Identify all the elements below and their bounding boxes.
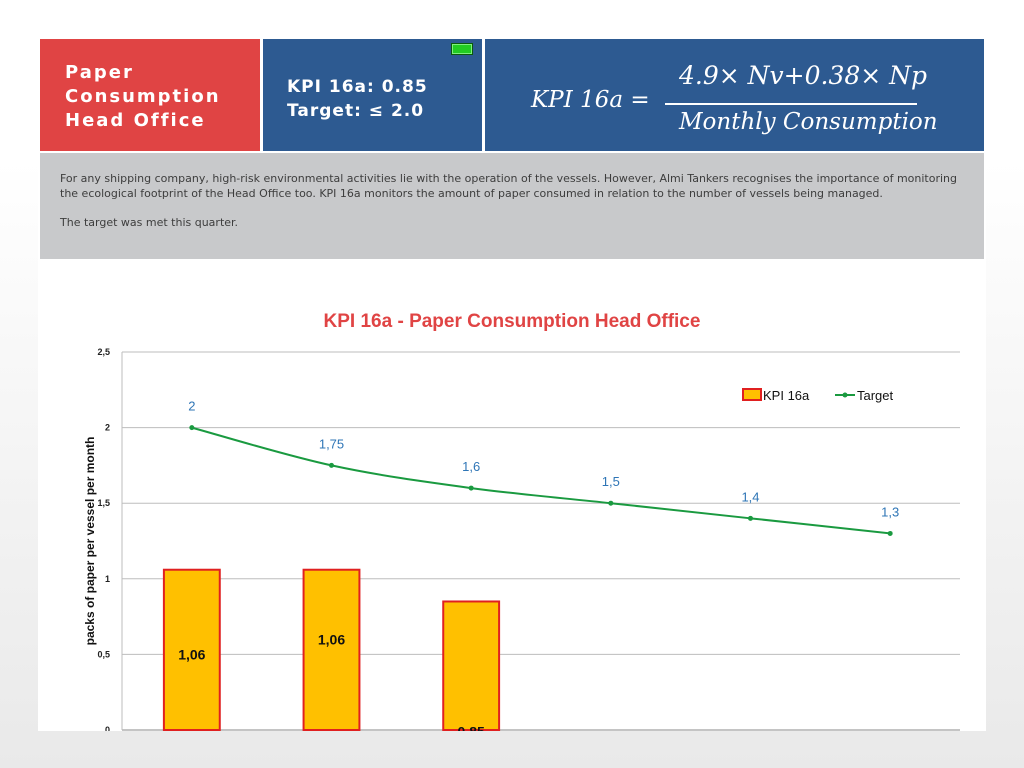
kpi-summary: KPI 16a: 0.85 Target: ≤ 2.0 (287, 75, 428, 123)
kpi-panel: KPI 16a: 0.85 Target: ≤ 2.0 (263, 39, 482, 151)
legend-kpi-label: KPI 16a (763, 388, 810, 403)
battery-icon (451, 43, 473, 55)
formula-numerator: 4.9× Nv+0.38× Np (679, 61, 928, 90)
target-point (329, 462, 334, 468)
description-box: For any shipping company, high-risk envi… (40, 153, 984, 259)
legend-kpi-swatch (742, 388, 762, 401)
target-point (887, 530, 893, 536)
bar-data-label: 0,85 (458, 724, 485, 731)
dashboard-frame: Paper Consumption Head Office KPI 16a: 0… (38, 37, 986, 731)
kpi-value: KPI 16a: 0.85 (287, 77, 428, 97)
kpi-target: Target: ≤ 2.0 (287, 101, 425, 121)
y-axis-title: packs of paper per vessel per month (83, 437, 97, 646)
y-tick-label: 2 (105, 423, 110, 433)
y-tick-label: 0 (105, 725, 110, 731)
formula-denominator: Monthly Consumption (679, 109, 938, 135)
target-data-label: 1,3 (881, 504, 899, 519)
kpi-formula: KPI 16a = 4.9× Nv+0.38× Np Monthly Consu… (485, 39, 984, 151)
y-tick-label: 0,5 (97, 649, 110, 659)
bar-data-label: 1,06 (318, 631, 345, 647)
y-tick-label: 1,5 (97, 498, 110, 508)
kpi-bar (162, 568, 221, 731)
target-data-label: 1,6 (462, 459, 480, 474)
page-title: Paper Consumption Head Office (65, 62, 221, 131)
legend-target-label: Target (857, 388, 894, 403)
target-data-label: 1,5 (602, 474, 620, 489)
kpi-bar (302, 568, 361, 731)
description-status: The target was met this quarter. (60, 216, 239, 229)
formula-lhs: KPI 16a = (531, 87, 650, 113)
target-point (748, 515, 753, 521)
chart-title: KPI 16a - Paper Consumption Head Office (324, 311, 701, 332)
formula-fraction-bar (665, 103, 917, 105)
target-point (189, 425, 195, 431)
y-tick-label: 2,5 (97, 347, 110, 357)
target-data-label: 2 (188, 399, 195, 414)
title-panel: Paper Consumption Head Office (40, 39, 260, 151)
target-data-label: 1,4 (741, 489, 759, 504)
target-line (191, 426, 891, 535)
target-data-label: 1,75 (319, 436, 344, 451)
y-tick-label: 1 (105, 574, 110, 584)
description-paragraph: For any shipping company, high-risk envi… (60, 172, 958, 200)
kpi-bar (442, 600, 501, 731)
formula-panel: KPI 16a = 4.9× Nv+0.38× Np Monthly Consu… (485, 39, 984, 151)
target-point (608, 500, 614, 506)
legend-target-marker (842, 392, 848, 398)
kpi-chart: KPI 16a - Paper Consumption Head Office 0… (83, 311, 960, 731)
target-point (468, 485, 474, 491)
bar-data-label: 1,06 (178, 646, 205, 662)
